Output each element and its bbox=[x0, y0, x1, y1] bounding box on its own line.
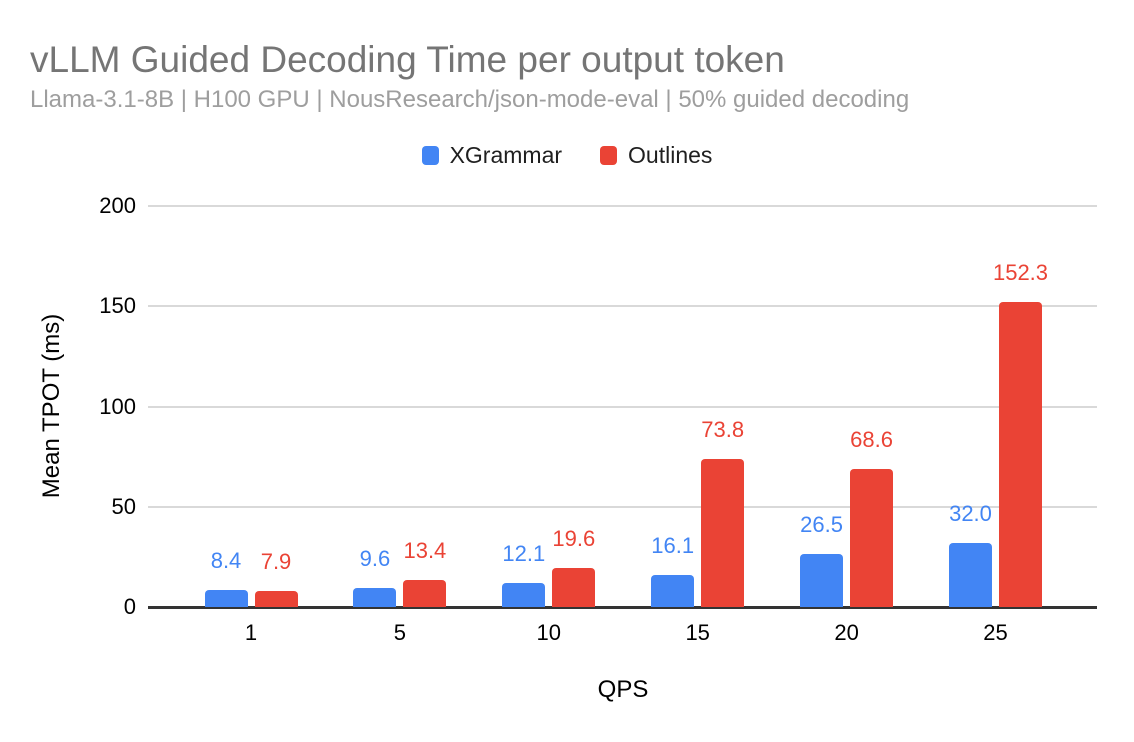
x-tick-label-15: 15 bbox=[685, 620, 710, 645]
bar-xgrammar-qps-10 bbox=[502, 582, 546, 607]
x-axis-title: QPS bbox=[597, 676, 649, 703]
legend-label-xgrammar: XGrammar bbox=[449, 141, 563, 168]
bar-outlines-qps-10 bbox=[552, 567, 596, 607]
y-tick-label-150: 150 bbox=[99, 293, 136, 319]
bar-xgrammar-qps-20 bbox=[800, 553, 844, 607]
gridline-50 bbox=[148, 505, 1097, 508]
legend-swatch-outlines bbox=[600, 145, 618, 165]
y-axis-title: Mean TPOT (ms) bbox=[38, 313, 65, 499]
x-axis-line bbox=[148, 606, 1097, 609]
legend-label-outlines: Outlines bbox=[628, 141, 713, 168]
y-tick-label-100: 100 bbox=[99, 393, 136, 419]
x-tick-label-10: 10 bbox=[536, 620, 562, 645]
chart-title: vLLM Guided Decoding Time per output tok… bbox=[30, 39, 785, 80]
bar-label-outlines-qps-20: 68.6 bbox=[850, 427, 894, 453]
gridline-100 bbox=[148, 405, 1097, 408]
legend: XGrammar Outlines bbox=[0, 142, 1134, 168]
bar-xgrammar-qps-25 bbox=[949, 542, 992, 607]
plot-area: 0 50 100 150 200 8.4 7.9 1 9.6 13.4 5 12.1 19.6 10 16.… bbox=[99, 193, 1097, 645]
bar-outlines-qps-5 bbox=[403, 580, 447, 607]
bar-label-outlines-qps-10: 19.6 bbox=[552, 525, 596, 551]
bar-label-outlines-qps-15: 73.8 bbox=[701, 417, 745, 443]
bar-outlines-qps-20 bbox=[850, 469, 894, 607]
x-tick-label-25: 25 bbox=[983, 620, 1008, 645]
legend-item-outlines: Outlines bbox=[600, 142, 712, 169]
bar-label-xgrammar-qps-25: 32.0 bbox=[949, 500, 992, 526]
chart-subtitle: Llama-3.1-8B | H100 GPU | NousResearch/j… bbox=[30, 86, 910, 113]
bar-label-outlines-qps-25: 152.3 bbox=[992, 259, 1049, 285]
x-tick-label-1: 1 bbox=[244, 620, 258, 645]
gridline-150 bbox=[148, 305, 1097, 308]
legend-item-xgrammar: XGrammar bbox=[421, 141, 563, 169]
bar-label-xgrammar-qps-20: 26.5 bbox=[800, 511, 844, 537]
bar-label-outlines-qps-1: 7.9 bbox=[260, 549, 292, 575]
x-tick-label-5: 5 bbox=[393, 620, 407, 645]
bar-label-xgrammar-qps-15: 16.1 bbox=[651, 532, 695, 558]
bar-label-xgrammar-qps-5: 9.6 bbox=[359, 545, 391, 571]
bar-outlines-qps-1 bbox=[254, 591, 298, 607]
y-tick-label-200: 200 bbox=[99, 193, 136, 218]
bar-outlines-qps-25 bbox=[999, 301, 1042, 607]
y-tick-label-50: 50 bbox=[111, 493, 136, 519]
legend-swatch-xgrammar bbox=[421, 145, 439, 165]
x-tick-label-20: 20 bbox=[834, 620, 859, 645]
bar-outlines-qps-15 bbox=[701, 459, 745, 607]
bar-xgrammar-qps-1 bbox=[204, 590, 248, 607]
bar-label-xgrammar-qps-10: 12.1 bbox=[502, 540, 546, 566]
y-tick-label-0: 0 bbox=[123, 594, 136, 619]
bar-xgrammar-qps-5 bbox=[353, 587, 397, 607]
bar-label-xgrammar-qps-1: 8.4 bbox=[210, 548, 242, 574]
bar-xgrammar-qps-15 bbox=[651, 574, 695, 607]
bar-label-outlines-qps-5: 13.4 bbox=[403, 538, 447, 564]
gridline-200 bbox=[148, 205, 1097, 207]
